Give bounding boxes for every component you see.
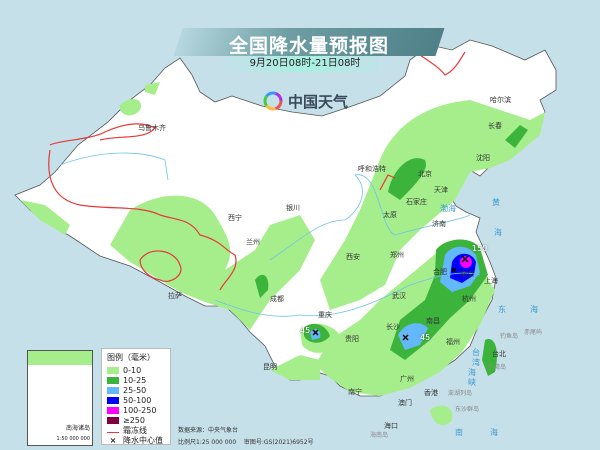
x-mark-icon: × <box>109 435 117 445</box>
page-title: 全国降水量预报图 <box>228 35 389 57</box>
legend-swatch <box>107 406 119 414</box>
map-scale-approval: 比例尺1:25 000 000 审图号:GS(2021)6952号 <box>178 437 314 446</box>
city-label: 广州 <box>400 375 414 383</box>
city-label: 石家庄 <box>406 198 427 206</box>
city-label: 上海 <box>484 277 498 285</box>
island-label: 海南岛 <box>370 432 389 439</box>
city-label: 杭州 <box>462 295 476 303</box>
legend-swatch <box>107 396 119 404</box>
sea-label: 海 <box>530 305 538 314</box>
sea-label: 峡 <box>468 378 476 387</box>
sea-label: 黄 <box>492 198 500 207</box>
time-range: 9月20日08时-21日08时 <box>220 56 390 72</box>
legend-frost-line: 霜冻线 <box>107 425 165 435</box>
city-label: 长沙 <box>386 323 400 331</box>
city-label: 西安 <box>346 253 360 261</box>
island-label: 赤尾屿 <box>524 329 543 336</box>
legend-item: 50-100 <box>107 395 165 405</box>
city-label: 武汉 <box>392 292 406 300</box>
legend-swatch <box>107 376 119 384</box>
city-label: 北京 <box>418 170 432 178</box>
city-label: 福州 <box>446 338 460 346</box>
sea-label: 海 <box>468 368 476 377</box>
island-label: 东沙群岛 <box>455 406 480 413</box>
data-source: 数据来源：中央气象台 <box>178 427 239 434</box>
legend-item: 0-10 <box>107 365 165 375</box>
sea-label: 湾 <box>472 358 480 367</box>
city-label: 南昌 <box>426 317 440 325</box>
south-china-sea-inset: 南海诸岛 1:50 000 000 <box>27 350 93 446</box>
legend-rain-center: × 降水中心值 <box>107 435 165 445</box>
rain-center-value: 45 <box>300 326 311 335</box>
legend-swatch <box>107 366 119 374</box>
rivers <box>59 152 481 317</box>
approval-number: 审图号:GS(2021)6952号 <box>243 439 314 446</box>
city-label: 海口 <box>384 422 398 430</box>
legend-item: 25-50 <box>107 385 165 395</box>
frost-lines <box>48 51 466 291</box>
legend-label: 0-10 <box>123 365 142 375</box>
city-label: 南京 <box>460 270 474 278</box>
legend-swatch <box>107 386 119 394</box>
sea-label: 台 <box>472 348 480 357</box>
sea-label: 渤海 <box>440 204 456 213</box>
legend-label: 10-25 <box>123 375 147 385</box>
city-label: 成都 <box>270 295 284 303</box>
legend-label: 降水中心值 <box>123 435 163 445</box>
island-label: 钓鱼岛 <box>500 333 519 340</box>
city-label: 银川 <box>286 204 300 212</box>
city-label: 澳门 <box>398 399 412 407</box>
city-label: 呼和浩特 <box>358 165 386 173</box>
city-label: 哈尔滨 <box>490 96 511 104</box>
city-label: 沈阳 <box>476 154 490 162</box>
island-label: 台湾岛 <box>488 364 507 371</box>
legend: 图例（毫米） 0-10 10-25 25-50 50-100 100-250 ≥250 霜… <box>101 348 171 445</box>
rain-center-value: 150 <box>472 244 488 253</box>
city-label: 拉萨 <box>168 292 182 300</box>
city-label: 重庆 <box>318 311 332 319</box>
city-label: 台北 <box>492 350 506 358</box>
title-banner: 全国降水量预报图 <box>173 28 445 57</box>
frost-line-icon <box>107 427 119 433</box>
rain-0-10-areas <box>20 82 545 426</box>
city-label: 长春 <box>488 122 502 130</box>
map-scale: 比例尺1:25 000 000 <box>178 439 237 446</box>
city-label: 香港 <box>424 389 438 397</box>
city-label: 天津 <box>434 186 448 194</box>
city-label: 郑州 <box>390 251 404 259</box>
rain-100-250-area <box>460 256 472 268</box>
inset-scale: 1:50 000 000 <box>56 436 91 442</box>
city-label: 昆明 <box>263 363 277 371</box>
rain-center-markers <box>312 255 469 341</box>
logo: 中国天气 <box>262 90 348 112</box>
sea-label: 海 <box>494 228 502 237</box>
city-label: 贵阳 <box>345 335 359 343</box>
city-label: 济南 <box>432 220 446 228</box>
legend-item: ≥250 <box>107 415 165 425</box>
inset-caption: 南海诸岛 <box>65 425 90 432</box>
legend-label: 50-100 <box>123 395 152 405</box>
legend-item: 10-25 <box>107 375 165 385</box>
sea-label: 南 <box>455 428 463 437</box>
island-label: 澎湖列岛 <box>448 390 473 397</box>
city-label: 太原 <box>383 211 397 219</box>
legend-item: 100-250 <box>107 405 165 415</box>
city-label: 南宁 <box>348 388 362 396</box>
legend-label: ≥250 <box>123 415 145 425</box>
legend-label: 霜冻线 <box>123 425 147 435</box>
legend-label: 25-50 <box>123 385 147 395</box>
logo-text: 中国天气 <box>288 92 349 111</box>
sea-label: 东 <box>498 305 506 314</box>
city-label: 兰州 <box>246 238 260 246</box>
logo-icon <box>263 91 283 111</box>
sea-label: 海 <box>490 428 498 437</box>
legend-label: 100-250 <box>123 405 157 415</box>
city-label: 合肥 <box>433 268 447 276</box>
legend-swatch <box>107 416 119 424</box>
city-label: 西宁 <box>228 214 242 222</box>
rain-center-value: 45 <box>420 333 431 342</box>
city-label: 乌鲁木齐 <box>138 124 166 132</box>
legend-title: 图例（毫米） <box>107 353 155 362</box>
